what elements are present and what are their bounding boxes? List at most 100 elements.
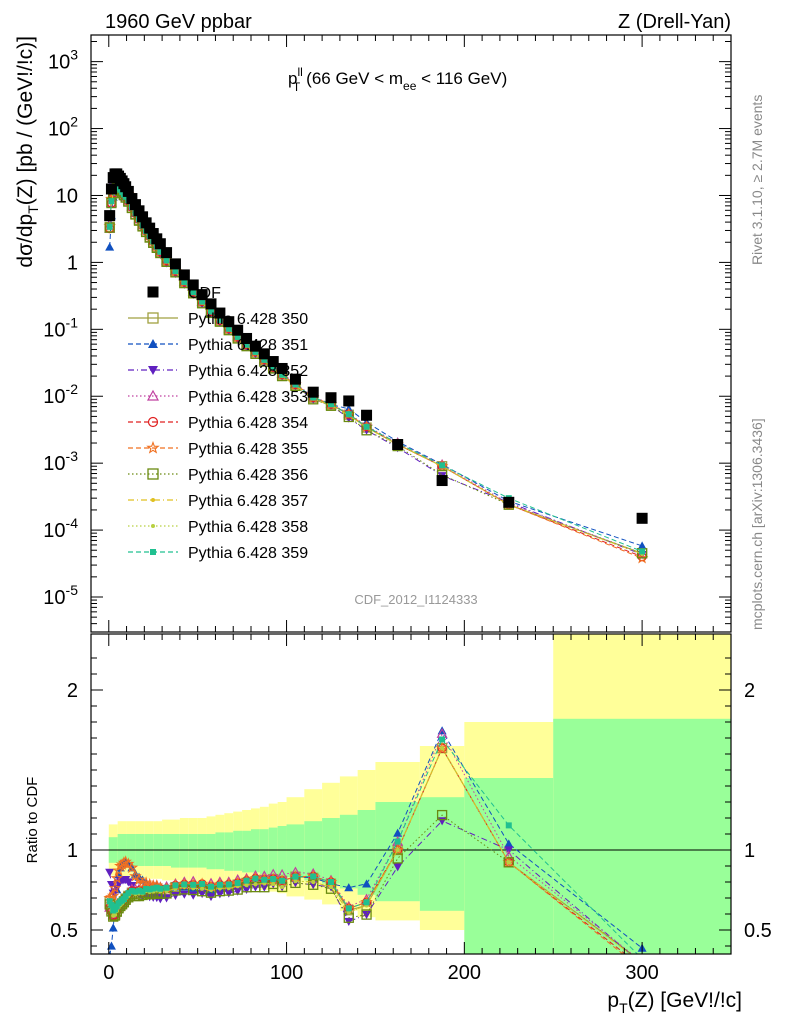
data-point-cdf	[214, 307, 226, 319]
data-point-cdf	[325, 392, 337, 404]
ratio-point-pythia-6-428-358	[311, 880, 316, 884]
ratio-point-pythia-6-428-358	[506, 860, 511, 865]
legend-entry-label: Pythia 6.428 355	[188, 441, 308, 458]
analysis-id-label: CDF_2012_I1124333	[354, 592, 477, 607]
ratio-point-pythia-6-428-359	[146, 886, 153, 893]
ratio-point-pythia-6-428-358	[395, 848, 400, 852]
ratio-point-pythia-6-428-352	[127, 881, 137, 891]
ratio-point-pythia-6-428-355	[136, 876, 149, 889]
ratio-inner-band-bin	[339, 814, 358, 889]
ratio-point-pythia-6-428-352	[179, 890, 189, 899]
data-point-cdf	[129, 199, 141, 211]
chart-title: pll T (66 GeV < mee < 116 GeV)	[288, 65, 507, 94]
ratio-inner-band-bin	[179, 834, 189, 868]
ratio-point-pythia-6-428-359	[163, 884, 170, 891]
data-point-pythia-6-428-359	[108, 198, 115, 205]
legend-entry-label: Pythia 6.428 358	[188, 519, 308, 536]
ratio-point-pythia-6-428-359	[125, 890, 132, 897]
data-point-cdf	[436, 475, 448, 487]
data-point-cdf	[154, 238, 166, 250]
ratio-point-pythia-6-428-358	[113, 912, 117, 917]
ratio-point-pythia-6-428-359	[136, 887, 142, 894]
ratio-y-tick-label: 1	[67, 840, 78, 862]
data-point-pythia-6-428-351	[105, 242, 115, 251]
data-point-pythia-6-428-359	[261, 356, 268, 363]
y-tick-label: 10-4	[43, 515, 78, 542]
ratio-y-tick-label: 0.5	[50, 920, 78, 942]
ratio-inner-band-bin	[188, 834, 198, 868]
main-frame	[90, 34, 732, 633]
ratio-point-pythia-6-428-359	[181, 881, 188, 888]
data-point-pythia-6-428-359	[157, 248, 164, 255]
ratio-point-pythia-6-428-352	[224, 889, 234, 898]
ratio-point-pythia-6-428-359	[153, 884, 160, 891]
ratio-point-pythia-6-428-359	[139, 888, 146, 895]
data-point-pythia-6-428-359	[181, 278, 188, 285]
main-panel	[103, 168, 649, 564]
ratio-point-pythia-6-428-359	[113, 903, 120, 910]
y-tick-label: 10-5	[43, 582, 78, 609]
data-point-pythia-6-428-355	[635, 551, 649, 564]
labels: pll T (66 GeV < mee < 116 GeV) CDF_2012_I11…	[14, 36, 742, 1016]
ratio-point-pythia-6-428-359	[172, 882, 179, 889]
ratio-point-pythia-6-428-352	[362, 911, 372, 920]
ratio-point-pythia-6-428-359	[143, 885, 150, 892]
ratio-point-pythia-6-428-359	[243, 877, 250, 884]
data-point-pythia-6-428-359	[270, 364, 277, 371]
data-point-pythia-6-428-359	[639, 548, 646, 555]
ratio-y-tick-label-right: 2	[744, 680, 755, 702]
ratio-uncertainty-bands	[91, 634, 731, 954]
mcplots-label: mcplots.cern.ch [arXiv:1306.3436]	[749, 418, 765, 630]
ratio-point-pythia-6-428-359	[112, 906, 118, 913]
ratio-inner-band-bin	[268, 827, 278, 874]
data-point-cdf	[289, 373, 301, 385]
data-point-cdf	[161, 247, 173, 259]
legend-marker	[148, 339, 158, 348]
ratio-point-pythia-6-428-358	[253, 882, 258, 887]
y-tick-label: 10-3	[43, 448, 78, 475]
ratio-inner-band-bin	[286, 824, 305, 878]
ratio-point-pythia-6-428-351	[108, 923, 118, 932]
ratio-point-pythia-6-428-355	[106, 889, 120, 902]
y-tick-label: 102	[48, 114, 78, 141]
ratio-point-pythia-6-428-358	[200, 886, 205, 891]
ratio-point-pythia-6-428-359	[132, 888, 139, 895]
ratio-inner-band-bin	[304, 821, 323, 881]
ratio-point-pythia-6-428-359	[234, 879, 241, 886]
ratio-inner-band-bin	[259, 829, 269, 874]
y-tick-label: 10	[56, 185, 78, 207]
main-y-axis-label: dσ/dpT(Z) [pb / (GeV!/!c)]	[14, 36, 41, 268]
data-point-pythia-6-428-359	[163, 257, 170, 264]
ratio-point-pythia-6-428-359	[292, 873, 299, 880]
data-point-pythia-6-428-359	[172, 268, 179, 275]
ratio-point-pythia-6-428-352	[197, 890, 207, 899]
ratio-point-pythia-6-428-359	[225, 881, 232, 888]
ratio-panel	[103, 726, 647, 954]
ratio-point-pythia-6-428-356	[503, 857, 514, 868]
ratio-point-pythia-6-428-352	[188, 891, 198, 900]
data-point-pythia-6-428-359	[345, 411, 352, 418]
data-point-pythia-6-428-359	[328, 401, 334, 408]
ratio-inner-band-bin	[171, 834, 180, 868]
legend-marker	[147, 312, 159, 324]
ratio-y-tick-label: 2	[67, 680, 78, 702]
ratio-point-pythia-6-428-359	[150, 885, 157, 892]
data-point-cdf	[392, 439, 404, 451]
ratio-point-pythia-6-428-353	[503, 850, 515, 861]
ratio-point-pythia-6-428-359	[394, 838, 401, 845]
ratio-inner-band-bin	[233, 830, 243, 871]
legend-marker	[147, 468, 159, 480]
ratio-point-pythia-6-428-359	[270, 876, 277, 883]
x-tick-label: 300	[625, 962, 658, 984]
legend: CDF Pythia 6.428 350 Pythia 6.428 351 Pythi…	[128, 285, 308, 562]
legend-entry-label: Pythia 6.428 354	[188, 415, 308, 432]
data-point-pythia-6-428-359	[243, 341, 250, 348]
ratio-point-pythia-6-428-351	[393, 828, 403, 837]
legend-entry-label: CDF	[188, 285, 221, 302]
ratio-point-pythia-6-428-359	[128, 887, 135, 894]
data-point-cdf	[307, 386, 319, 398]
data-point-cdf	[503, 496, 515, 508]
data-point-cdf	[361, 409, 373, 421]
ratio-point-pythia-6-428-359	[328, 879, 334, 885]
